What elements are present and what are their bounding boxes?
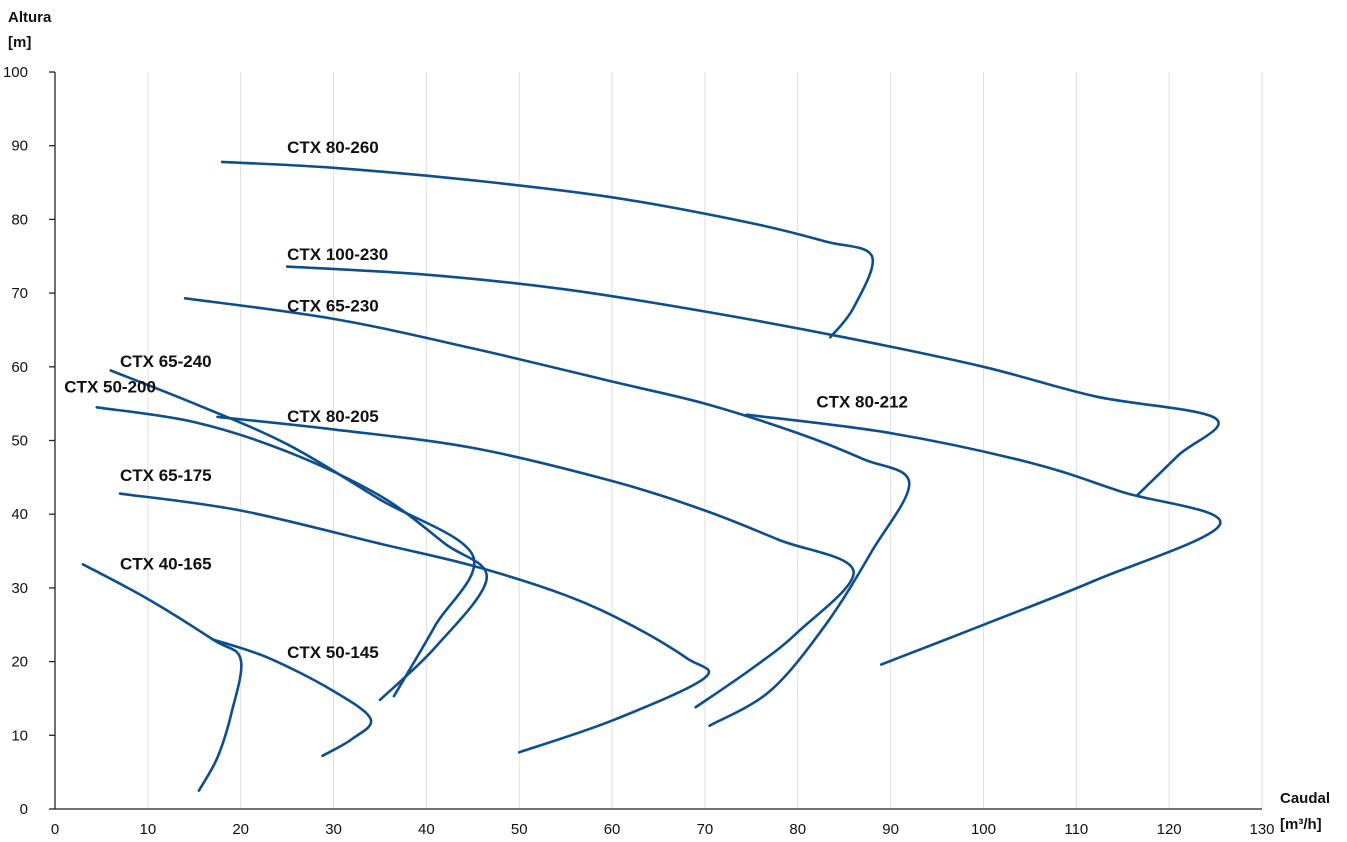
y-tick-label: 90 [11, 138, 28, 155]
curve-ctx-65-175 [118, 492, 711, 754]
x-tick-label: 60 [604, 821, 621, 838]
x-axis-title: Caudal [1280, 790, 1330, 807]
y-tick-label: 30 [11, 580, 28, 597]
series-label-ctx-40-165: CTX 40-165 [120, 554, 212, 573]
curve-ctx-80-212 [745, 413, 1222, 666]
y-tick-label: 50 [11, 433, 28, 450]
x-tick-label: 10 [140, 821, 157, 838]
curve-layer [81, 160, 1222, 792]
x-tick-label: 50 [511, 821, 528, 838]
x-tick-label: 0 [51, 821, 59, 838]
y-axis-unit: [m] [8, 34, 31, 51]
series-label-ctx-65-230: CTX 65-230 [287, 297, 379, 316]
series-label-ctx-65-175: CTX 65-175 [120, 466, 212, 485]
x-tick-label: 40 [418, 821, 435, 838]
curve-ctx-100-230 [285, 265, 1220, 498]
series-label-ctx-80-205: CTX 80-205 [287, 407, 379, 426]
x-tick-label: 80 [789, 821, 806, 838]
y-tick-label: 40 [11, 506, 28, 523]
curve-ctx-65-230 [183, 297, 911, 727]
y-axis-title: Altura [8, 9, 52, 26]
curve-ctx-80-260 [220, 160, 875, 339]
series-label-ctx-80-212: CTX 80-212 [816, 392, 908, 411]
y-tick-label: 80 [11, 211, 28, 228]
y-tick-label: 100 [3, 64, 28, 81]
series-label-layer: CTX 80-260 CTX 100-230 CTX 65-230 CTX 80-21… [64, 138, 908, 662]
series-label-ctx-50-145: CTX 50-145 [287, 643, 379, 662]
series-label-ctx-80-260: CTX 80-260 [287, 138, 379, 157]
x-tick-label: 110 [1064, 821, 1088, 838]
grid-layer [147, 72, 1263, 809]
y-tick-label: 20 [11, 654, 28, 671]
y-tick-label: 60 [11, 359, 28, 376]
x-axis-unit: [m³/h] [1280, 816, 1322, 833]
x-tick-label: 120 [1157, 821, 1182, 838]
x-tick-label: 100 [971, 821, 996, 838]
series-label-ctx-100-230: CTX 100-230 [287, 245, 388, 264]
x-tick-label: 30 [325, 821, 342, 838]
y-tick-label: 10 [11, 727, 28, 744]
series-label-ctx-50-200: CTX 50-200 [64, 378, 156, 397]
curve-ctx-50-200 [95, 406, 489, 702]
curve-ctx-50-145 [211, 638, 373, 758]
curve-ctx-80-205 [216, 415, 855, 709]
x-tick-label: 70 [697, 821, 714, 838]
tick-label-layer: 0 10 20 30 40 50 60 70 80 90 100 110 120 130 0 10 20 30 40… [3, 64, 1275, 838]
x-tick-label: 90 [882, 821, 899, 838]
y-tick-label: 0 [20, 801, 28, 818]
x-tick-label: 20 [232, 821, 249, 838]
curve-ctx-40-165 [81, 563, 243, 792]
series-label-ctx-65-240: CTX 65-240 [120, 352, 212, 371]
y-tick-label: 70 [11, 285, 28, 302]
x-tick-label: 130 [1249, 821, 1274, 838]
